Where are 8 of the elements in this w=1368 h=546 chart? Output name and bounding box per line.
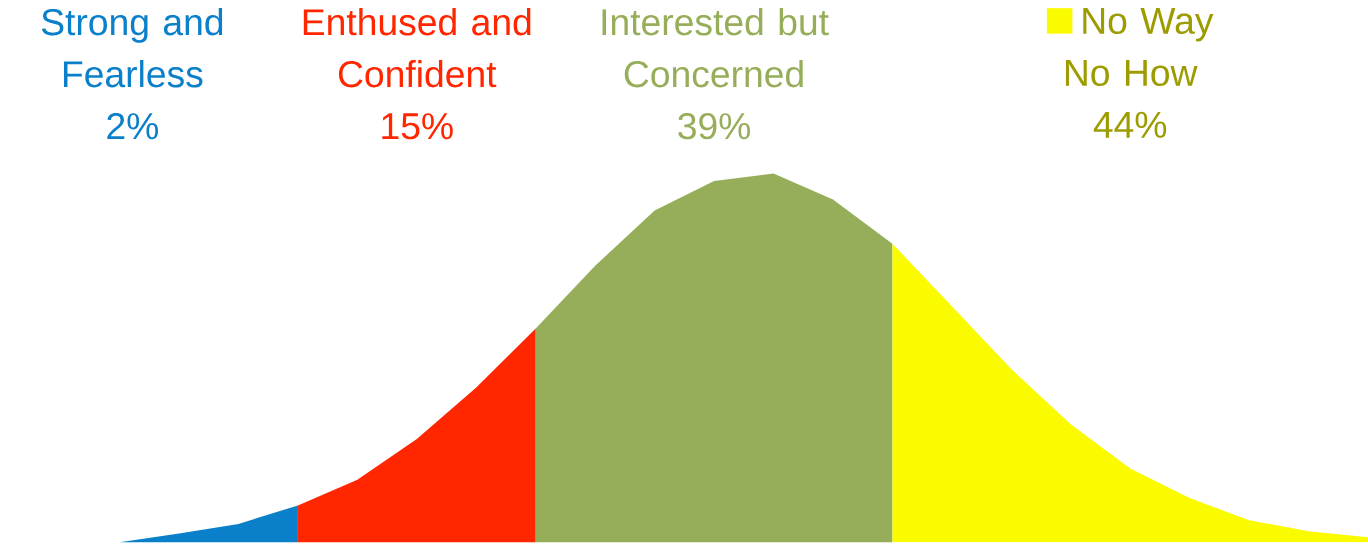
text: 39%	[678, 112, 751, 140]
text: 2%	[107, 112, 158, 140]
text: Interested but Concerned	[602, 7, 829, 88]
text: 15%	[382, 113, 453, 140]
legend-label: No Way No How	[1065, 7, 1214, 86]
text: 44%	[1093, 111, 1167, 138]
text: Enthused and Confident	[303, 7, 531, 88]
text: Strong and Fearless	[41, 7, 223, 88]
